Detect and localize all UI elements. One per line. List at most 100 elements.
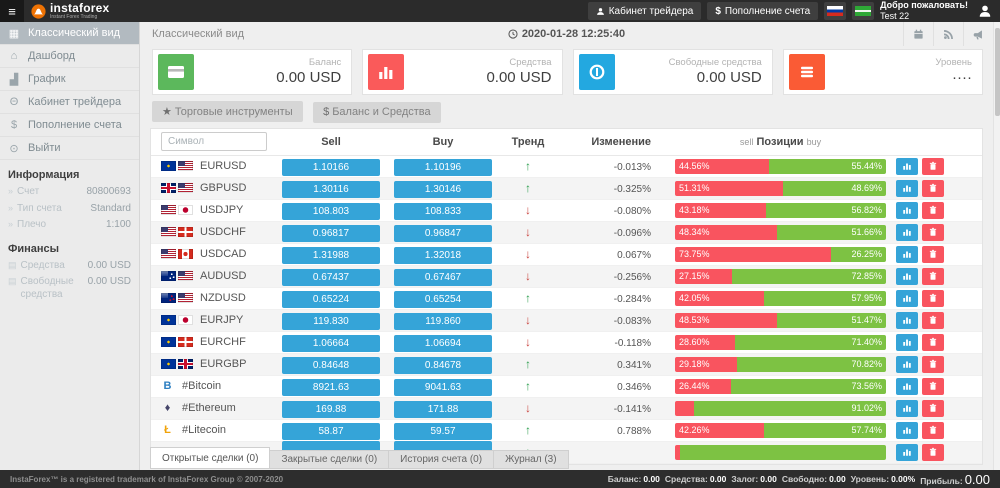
- tab[interactable]: История счета (0): [389, 450, 495, 469]
- buy-price-button[interactable]: 1.10196: [394, 158, 492, 176]
- trash-icon: [929, 205, 937, 214]
- delete-button[interactable]: [922, 289, 944, 307]
- chart-button[interactable]: [896, 201, 918, 219]
- delete-button[interactable]: [922, 399, 944, 417]
- sell-price-button[interactable]: 169.88: [282, 400, 380, 418]
- buy-price-button[interactable]: 0.67467: [394, 268, 492, 286]
- buy-price-button[interactable]: 0.84678: [394, 356, 492, 374]
- chart-button[interactable]: [896, 223, 918, 241]
- delete-button[interactable]: [922, 157, 944, 175]
- tab[interactable]: Закрытые сделки (0): [270, 450, 390, 469]
- sell-price-button[interactable]: 0.67437: [282, 268, 380, 286]
- chart-button[interactable]: [896, 311, 918, 329]
- chart-button[interactable]: [896, 399, 918, 417]
- delete-button[interactable]: [922, 245, 944, 263]
- symbol-cell[interactable]: GBPUSD: [151, 182, 275, 194]
- avatar[interactable]: [974, 4, 992, 18]
- symbol-cell[interactable]: USDCHF: [151, 226, 275, 238]
- megaphone-icon[interactable]: [963, 22, 993, 46]
- brand-logo[interactable]: instaforex Instant Forex Trading: [31, 2, 109, 20]
- chart-button[interactable]: [896, 421, 918, 439]
- sell-price-button[interactable]: 1.06664: [282, 334, 380, 352]
- vertical-scrollbar[interactable]: [993, 22, 1000, 470]
- delete-button[interactable]: [922, 333, 944, 351]
- delete-button[interactable]: [922, 201, 944, 219]
- sell-price-button[interactable]: 108.803: [282, 202, 380, 220]
- symbol-cell[interactable]: ♦ #Ethereum: [151, 402, 275, 414]
- symbol-cell[interactable]: AUDUSD: [151, 270, 275, 282]
- chart-button[interactable]: [896, 333, 918, 351]
- buy-price-button[interactable]: 171.88: [394, 400, 492, 418]
- chart-button[interactable]: [896, 355, 918, 373]
- deposit-button[interactable]: $ Пополнение счета: [707, 2, 819, 20]
- delete-button[interactable]: [922, 421, 944, 439]
- sell-price-button[interactable]: 1.10166: [282, 158, 380, 176]
- menu-toggle-button[interactable]: ≡: [0, 0, 24, 22]
- positions-sell-segment: 27.15%: [675, 268, 733, 284]
- sidebar-item[interactable]: ⊙ Выйти: [0, 137, 139, 160]
- trader-cabinet-label: Кабинет трейдера: [608, 5, 694, 17]
- sidebar-item[interactable]: $ Пополнение счета: [0, 114, 139, 137]
- buy-price-button[interactable]: 1.32018: [394, 246, 492, 264]
- scrollbar-thumb[interactable]: [995, 28, 1000, 116]
- tab[interactable]: Журнал (3): [494, 450, 569, 469]
- chart-button[interactable]: [896, 443, 918, 461]
- symbol-cell[interactable]: EURUSD: [151, 160, 275, 172]
- chart-button[interactable]: [896, 267, 918, 285]
- symbol-cell[interactable]: USDCAD: [151, 248, 275, 260]
- trading-instruments-button[interactable]: ★ Торговые инструменты: [152, 101, 303, 122]
- sell-price-button[interactable]: 0.84648: [282, 356, 380, 374]
- chart-button[interactable]: [896, 377, 918, 395]
- delete-button[interactable]: [922, 267, 944, 285]
- buy-percent: 55.44%: [851, 161, 882, 171]
- symbol-cell[interactable]: EURGBP: [151, 358, 275, 370]
- secondary-language-flag[interactable]: [852, 2, 875, 20]
- chart-button[interactable]: [896, 179, 918, 197]
- tab[interactable]: Открытые сделки (0): [150, 447, 271, 469]
- symbol-cell[interactable]: NZDUSD: [151, 292, 275, 304]
- sell-price-button[interactable]: 0.65224: [282, 290, 380, 308]
- buy-price-button[interactable]: 1.30146: [394, 180, 492, 198]
- symbol-cell[interactable]: EURJPY: [151, 314, 275, 326]
- sell-price-button[interactable]: 0.96817: [282, 224, 380, 242]
- bar-chart-icon: [903, 383, 911, 390]
- sell-price-button[interactable]: 119.830: [282, 312, 380, 330]
- symbol-filter-input[interactable]: [161, 132, 267, 151]
- delete-button[interactable]: [922, 223, 944, 241]
- sell-price-button[interactable]: 8921.63: [282, 378, 380, 396]
- sell-price-button[interactable]: 1.31988: [282, 246, 380, 264]
- sidebar-item[interactable]: ▦ Классический вид: [0, 22, 139, 45]
- buy-price-button[interactable]: 1.06694: [394, 334, 492, 352]
- buy-price-button[interactable]: 9041.63: [394, 378, 492, 396]
- delete-button[interactable]: [922, 355, 944, 373]
- delete-button[interactable]: [922, 311, 944, 329]
- trader-cabinet-button[interactable]: Кабинет трейдера: [587, 2, 702, 20]
- sell-price-button[interactable]: 58.87: [282, 422, 380, 440]
- balance-funds-button[interactable]: $ Баланс и Средства: [313, 101, 441, 123]
- buy-price-button[interactable]: 0.96847: [394, 224, 492, 242]
- calendar-icon[interactable]: [903, 22, 933, 46]
- delete-button[interactable]: [922, 179, 944, 197]
- symbol-cell[interactable]: Ł #Litecoin: [151, 424, 275, 436]
- russian-language-flag[interactable]: [824, 2, 847, 20]
- chart-button[interactable]: [896, 245, 918, 263]
- symbol-cell[interactable]: EURCHF: [151, 336, 275, 348]
- delete-button[interactable]: [922, 443, 944, 461]
- buy-price-button[interactable]: 119.860: [394, 312, 492, 330]
- symbol-cell[interactable]: B #Bitcoin: [151, 380, 275, 392]
- sidebar-item[interactable]: ⌂ Дашборд: [0, 45, 139, 68]
- buy-price-button[interactable]: 108.833: [394, 202, 492, 220]
- symbol-cell[interactable]: USDJPY: [151, 204, 275, 216]
- sell-price-button[interactable]: 1.30116: [282, 180, 380, 198]
- chevron-icon: »: [8, 219, 14, 229]
- chart-button[interactable]: [896, 157, 918, 175]
- sidebar-item[interactable]: ▟ График: [0, 68, 139, 91]
- chart-button[interactable]: [896, 289, 918, 307]
- rss-icon[interactable]: [933, 22, 963, 46]
- buy-price-button[interactable]: 0.65254: [394, 290, 492, 308]
- buy-price-button[interactable]: 59.57: [394, 422, 492, 440]
- quote-row: EURUSD 1.10166 1.10196 ↑ -0.013% 44.56% …: [151, 155, 982, 178]
- delete-button[interactable]: [922, 377, 944, 395]
- sidebar-item[interactable]: Θ Кабинет трейдера: [0, 91, 139, 114]
- trend-arrow-icon: ↓: [525, 335, 531, 349]
